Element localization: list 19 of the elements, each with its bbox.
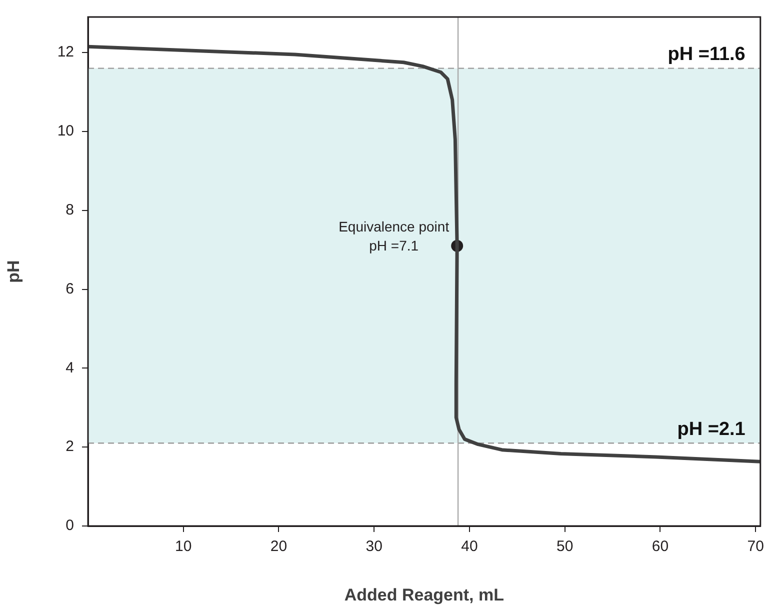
x-tick-label: 30 [366, 538, 382, 556]
x-axis-title: Added Reagent, mL [344, 585, 504, 604]
y-tick-label: 12 [57, 44, 74, 61]
y-tick-label: 0 [66, 517, 74, 534]
y-tick-label: 10 [57, 122, 74, 140]
y-axis-title: pH [4, 260, 23, 283]
y-tick-label: 4 [66, 359, 74, 376]
y-tick-label: 6 [66, 280, 74, 298]
annotation: Equivalence point pH =7.1 [338, 218, 450, 254]
x-tick-label: 10 [175, 538, 192, 556]
x-tick-label: 70 [747, 538, 764, 556]
ref-line-label: pH =11.6 [668, 44, 746, 66]
y-tick-label: 2 [66, 438, 74, 456]
x-tick-label: 20 [270, 538, 288, 556]
x-tick-label: 60 [652, 538, 669, 556]
x-tick-label: 50 [556, 538, 574, 556]
y-tick-label: 8 [66, 201, 74, 218]
ref-line-label: pH =2.1 [677, 418, 746, 440]
x-tick-label: 40 [461, 538, 478, 556]
